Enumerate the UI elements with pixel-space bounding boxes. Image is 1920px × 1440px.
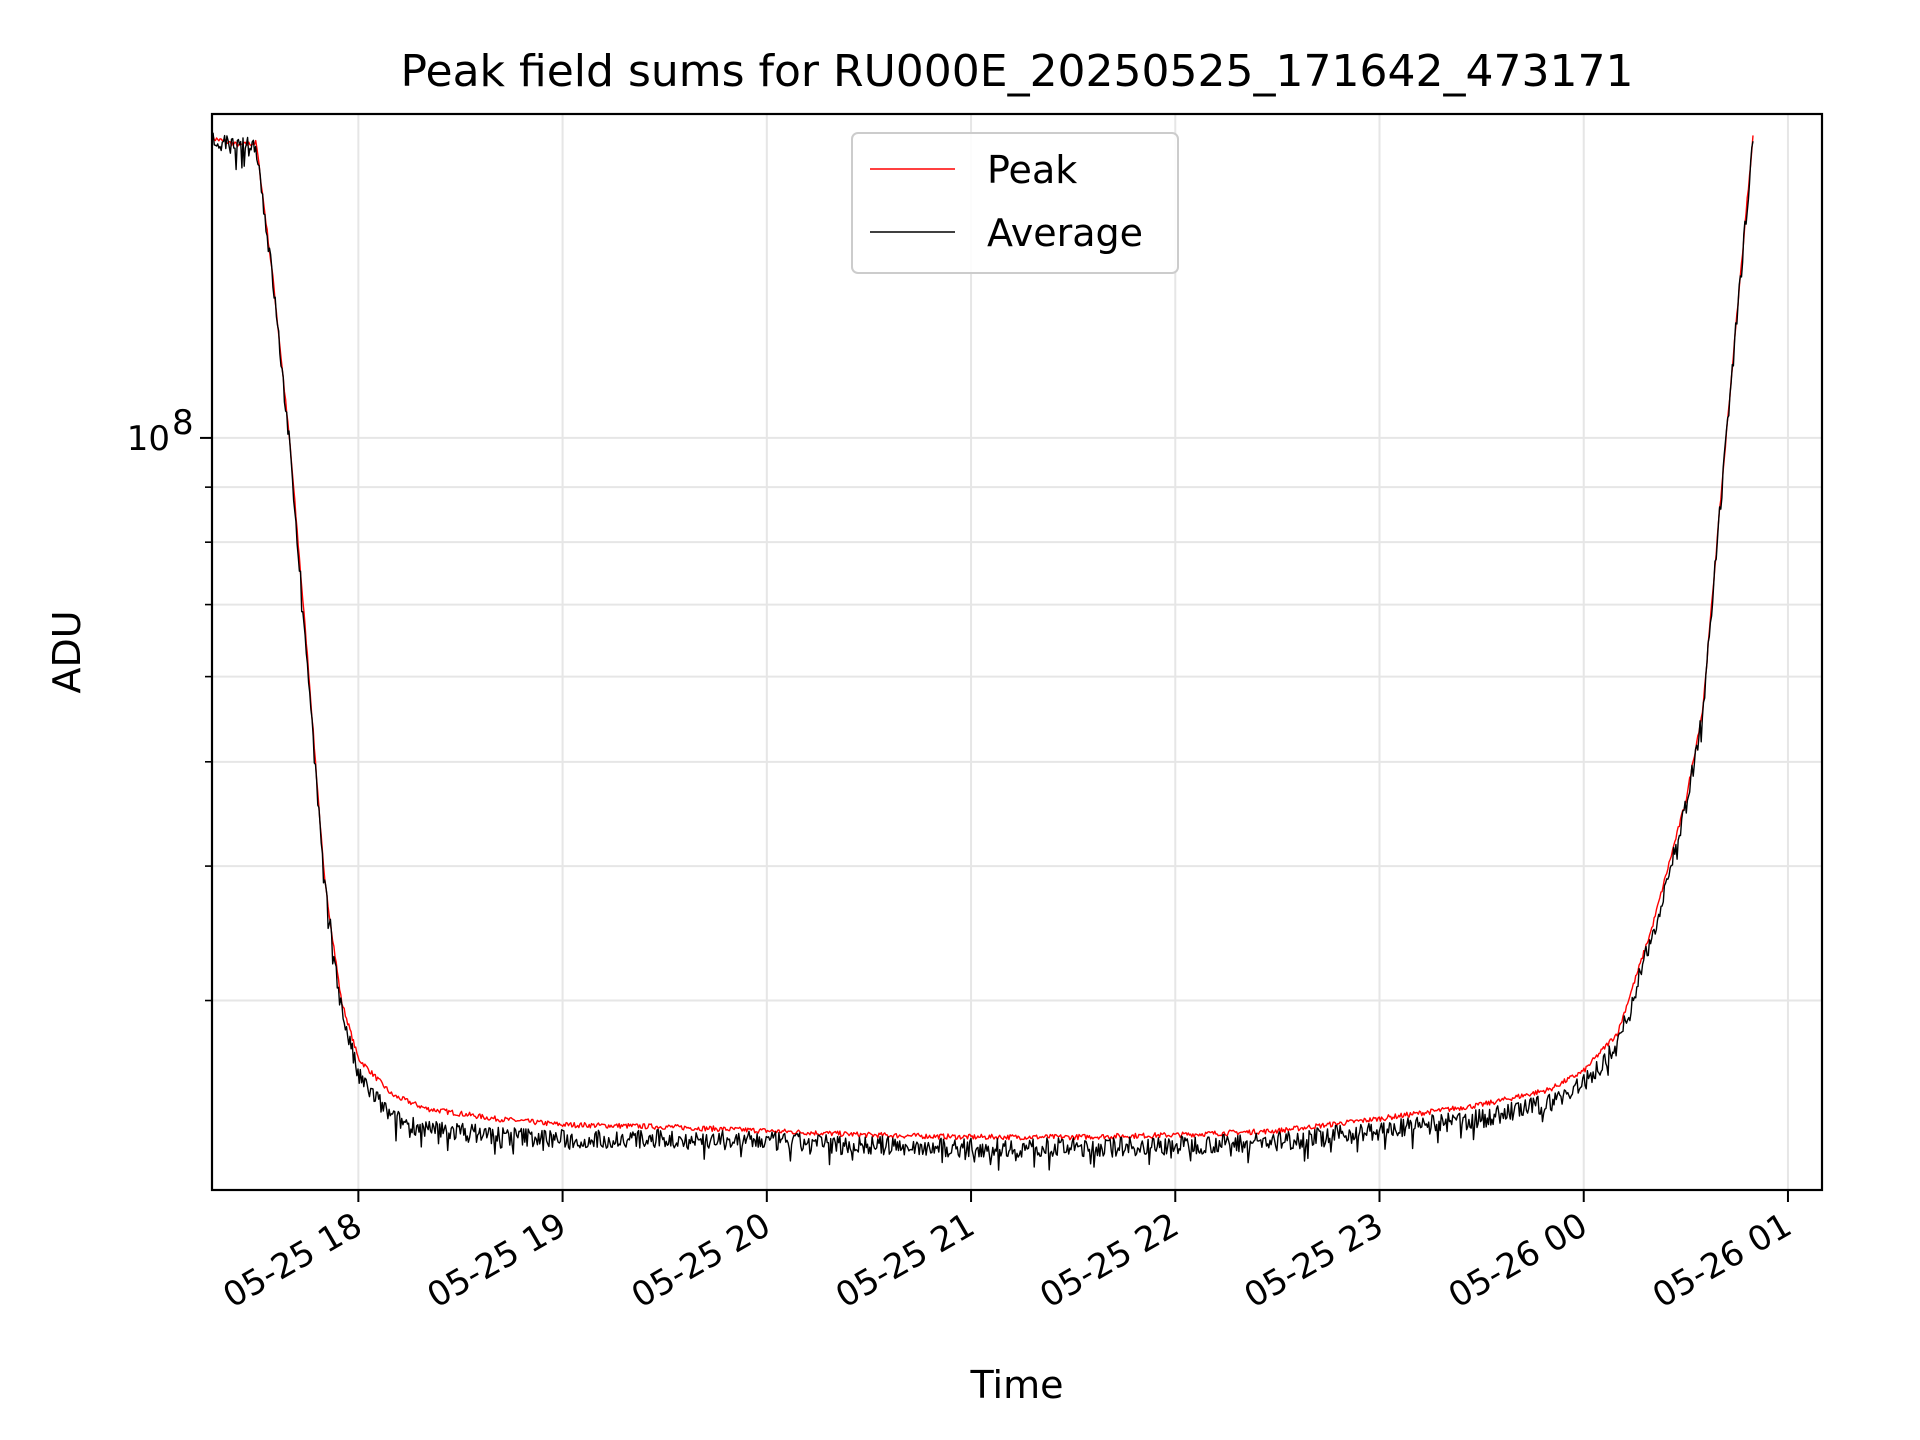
- legend-label-peak: Peak: [987, 148, 1077, 192]
- x-tick-label: 05-25 18: [216, 1205, 368, 1316]
- legend-label-average: Average: [987, 211, 1143, 255]
- x-tick-label: 05-26 01: [1646, 1205, 1798, 1316]
- x-tick-label: 05-25 21: [829, 1205, 981, 1316]
- y-axis-label: ADU: [45, 610, 89, 693]
- x-tick-label: 05-25 19: [421, 1205, 573, 1316]
- x-tick-label: 05-25 22: [1033, 1205, 1185, 1316]
- y-tick-label: 10: [127, 419, 170, 459]
- series-line-peak: [211, 135, 1754, 1141]
- x-tick-label: 05-25 20: [625, 1205, 777, 1316]
- legend: Peak Average: [851, 132, 1179, 274]
- x-tick-label: 05-25 23: [1238, 1205, 1390, 1316]
- x-axis-label: Time: [970, 1363, 1064, 1407]
- series-line-average: [211, 132, 1754, 1171]
- plot-frame: [210, 112, 1824, 1192]
- chart-title: Peak field sums for RU000E_20250525_1716…: [401, 46, 1634, 97]
- series-layer: [211, 132, 1754, 1171]
- grid: [212, 114, 1822, 1190]
- legend-box: [851, 132, 1179, 274]
- ticks: 05-25 18 05-25 19 05-25 20 05-25 21 05-25 22…: [127, 403, 1799, 1316]
- x-tick-label: 05-26 00: [1442, 1205, 1594, 1316]
- y-tick-exponent: 8: [172, 403, 194, 443]
